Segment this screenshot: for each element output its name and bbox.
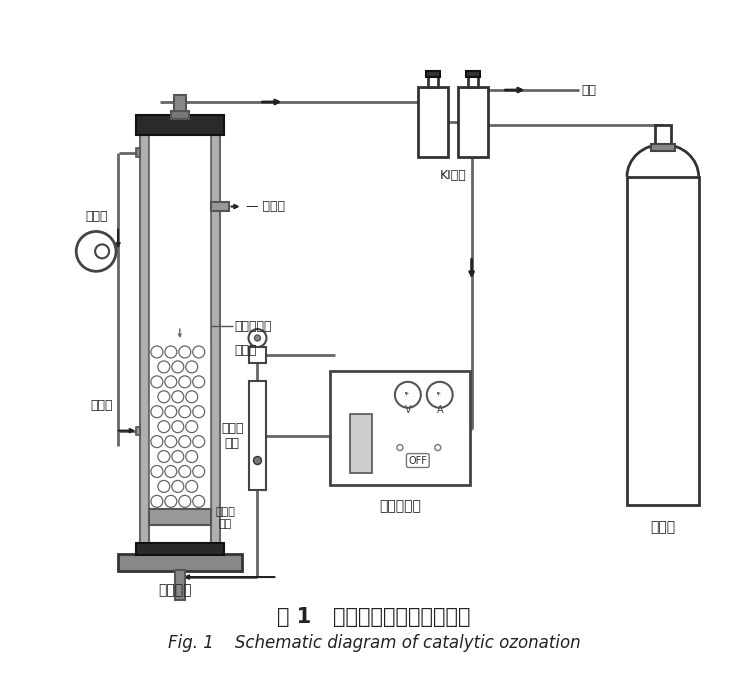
Circle shape	[165, 346, 177, 358]
Circle shape	[186, 361, 198, 373]
Circle shape	[158, 391, 170, 403]
Text: 内回流: 内回流	[91, 399, 113, 412]
Circle shape	[395, 382, 421, 407]
Bar	[210, 127, 219, 545]
Text: — 取样口: — 取样口	[246, 200, 285, 213]
Circle shape	[179, 436, 191, 447]
Circle shape	[186, 421, 198, 433]
Circle shape	[249, 329, 267, 347]
Text: Fig. 1    Schematic diagram of catalytic ozonation: Fig. 1 Schematic diagram of catalytic oz…	[168, 634, 580, 652]
Circle shape	[397, 445, 403, 451]
Circle shape	[179, 466, 191, 477]
Circle shape	[192, 495, 204, 508]
Circle shape	[151, 436, 163, 447]
Bar	[627, 177, 699, 506]
Bar	[171, 111, 189, 119]
Bar	[149, 346, 210, 510]
Text: 尾气: 尾气	[581, 84, 596, 97]
Circle shape	[427, 382, 452, 407]
Bar	[418, 87, 448, 157]
Bar	[655, 125, 671, 147]
Circle shape	[158, 451, 170, 462]
Text: KI溶液: KI溶液	[440, 169, 466, 182]
Circle shape	[179, 376, 191, 388]
Circle shape	[76, 231, 116, 271]
Bar	[149, 509, 210, 525]
Bar	[467, 75, 478, 87]
Circle shape	[192, 436, 204, 447]
Circle shape	[151, 466, 163, 477]
Circle shape	[192, 405, 204, 418]
Bar	[174, 95, 186, 115]
Circle shape	[179, 346, 191, 358]
Text: 氧气瓶: 氧气瓶	[650, 520, 676, 534]
Circle shape	[165, 466, 177, 477]
Circle shape	[179, 495, 191, 508]
Text: 转子流
量计: 转子流 量计	[221, 422, 243, 449]
Text: A: A	[437, 405, 443, 415]
Text: 刚玉曝
气盘: 刚玉曝 气盘	[216, 508, 235, 529]
Circle shape	[165, 436, 177, 447]
Bar	[136, 427, 140, 435]
Bar	[210, 202, 228, 211]
Circle shape	[172, 391, 184, 403]
Bar	[118, 554, 241, 571]
Text: 反应装置: 反应装置	[158, 583, 192, 597]
Bar	[136, 147, 140, 157]
Circle shape	[172, 421, 184, 433]
Bar	[458, 87, 488, 157]
Bar	[136, 115, 224, 135]
Circle shape	[186, 391, 198, 403]
Circle shape	[192, 376, 204, 388]
Text: OFF: OFF	[408, 456, 427, 466]
Circle shape	[165, 376, 177, 388]
Bar	[249, 381, 267, 490]
Circle shape	[192, 466, 204, 477]
Circle shape	[253, 457, 261, 464]
Text: 回流泵: 回流泵	[85, 211, 107, 224]
Circle shape	[186, 451, 198, 462]
Bar	[466, 71, 479, 77]
Text: 图 1   臭氧催化氧化实验装置图: 图 1 臭氧催化氧化实验装置图	[277, 607, 471, 627]
Circle shape	[165, 495, 177, 508]
Circle shape	[151, 346, 163, 358]
Text: 臭氧催化剂: 臭氧催化剂	[234, 320, 272, 333]
Bar	[149, 127, 210, 510]
Circle shape	[172, 361, 184, 373]
Circle shape	[192, 346, 204, 358]
Bar	[175, 570, 185, 600]
Circle shape	[434, 445, 440, 451]
Circle shape	[158, 480, 170, 493]
Circle shape	[151, 405, 163, 418]
Bar	[249, 347, 267, 363]
Circle shape	[172, 480, 184, 493]
Bar	[136, 543, 224, 555]
Circle shape	[255, 335, 261, 341]
Circle shape	[158, 361, 170, 373]
Circle shape	[151, 376, 163, 388]
Circle shape	[172, 451, 184, 462]
Circle shape	[186, 480, 198, 493]
Bar	[425, 71, 440, 77]
Circle shape	[95, 244, 109, 259]
Text: V: V	[404, 405, 411, 415]
Bar	[350, 414, 372, 473]
Bar	[140, 127, 149, 545]
Bar	[330, 371, 470, 486]
Circle shape	[158, 421, 170, 433]
Circle shape	[151, 495, 163, 508]
Bar	[428, 75, 437, 87]
Circle shape	[165, 405, 177, 418]
Text: 臭氧发生器: 臭氧发生器	[379, 499, 421, 513]
Bar	[651, 144, 675, 151]
Circle shape	[179, 405, 191, 418]
Wedge shape	[627, 141, 699, 177]
Text: 三通阀: 三通阀	[234, 344, 257, 357]
